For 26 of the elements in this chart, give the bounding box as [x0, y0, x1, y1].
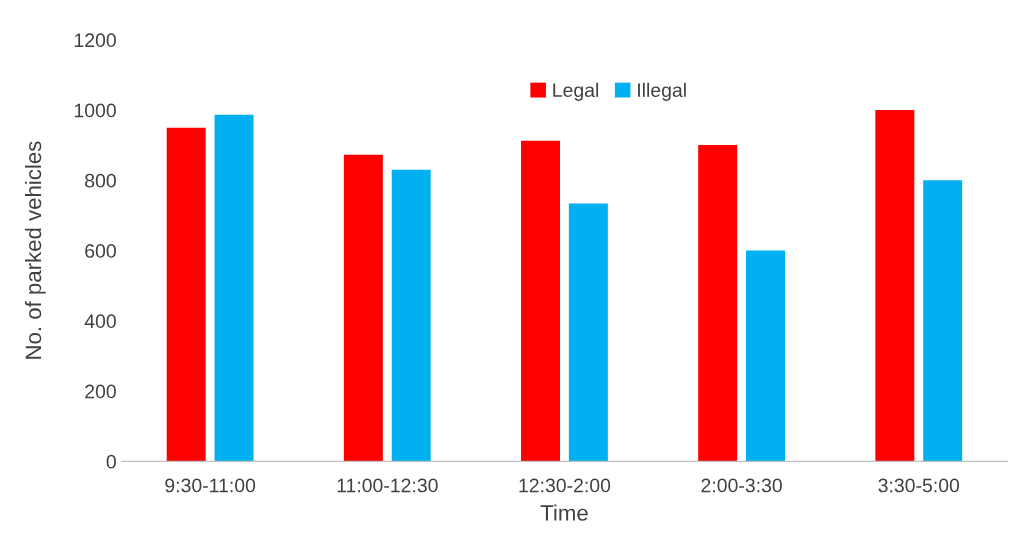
bar [568, 203, 608, 462]
y-tick-label: 800 [85, 173, 116, 188]
bar [698, 144, 738, 462]
bar [746, 250, 785, 462]
x-tick-label: 2:00-3:30 [701, 478, 782, 493]
y-tick-label: 200 [85, 384, 116, 399]
bar [214, 114, 254, 462]
x-tick-label: 9:30-11:00 [165, 478, 256, 493]
legend-label: Illegal [638, 82, 686, 101]
x-tick-label: 11:00-12:30 [337, 478, 438, 493]
y-tick-label: 1200 [74, 33, 116, 48]
legend-label: Legal [553, 82, 599, 101]
y-axis-title: No. of parked vehicles [24, 141, 46, 359]
bar [391, 169, 431, 462]
bar [875, 110, 915, 462]
y-tick-label: 0 [106, 454, 116, 469]
y-tick-label: 1000 [74, 103, 116, 118]
bar [521, 140, 561, 462]
bar [166, 127, 206, 462]
bar [923, 180, 963, 462]
x-tick-label: 12:30-2:00 [519, 478, 611, 493]
x-tick-label: 3:30-5:00 [878, 478, 960, 493]
y-tick-label: 600 [85, 244, 116, 258]
y-tick-label: 400 [84, 314, 116, 329]
bar [343, 154, 383, 462]
x-axis-title: Time [540, 504, 588, 521]
